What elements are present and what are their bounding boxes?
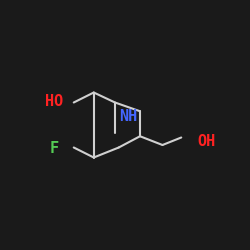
- Text: NH: NH: [120, 109, 138, 124]
- Text: F: F: [50, 141, 59, 156]
- Text: OH: OH: [198, 134, 216, 149]
- Text: HO: HO: [46, 94, 64, 109]
